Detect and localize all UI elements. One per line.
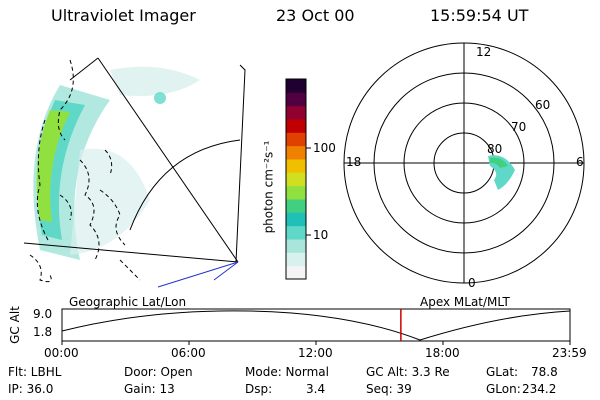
dsp-value: 3.4: [306, 382, 326, 396]
colorbar-band: [286, 119, 306, 133]
filter-info: Flt: LBHL: [8, 365, 62, 379]
colorbar-band: [286, 159, 306, 173]
colorbar-band: [286, 132, 306, 147]
colorbar-band: [286, 92, 306, 107]
glat-value: 78.8: [531, 365, 558, 379]
colorbar-band: [286, 185, 306, 200]
colorbar-band: [286, 145, 306, 160]
coastlines: [29, 59, 141, 283]
direction-line: [157, 261, 239, 288]
colorbar-band: [286, 79, 306, 93]
gc-alt-info: GC Alt: 3.3 Re: [366, 365, 450, 379]
colorbar-band: [286, 212, 306, 227]
colorbar-tick-10: 10: [313, 228, 329, 242]
timeline-x-tick-0: 00:00: [44, 346, 79, 360]
timeline-right-label: Apex MLat/MLT: [420, 295, 510, 309]
seq-info: Seq: 39: [366, 382, 412, 396]
dsp-label: Dsp:: [245, 382, 273, 396]
time-label: 15:59:54 UT: [430, 6, 529, 25]
instrument-title: Ultraviolet Imager: [51, 6, 196, 25]
ip-info: IP: 36.0: [8, 382, 54, 396]
colorbar-band: [286, 199, 306, 213]
color-bar: [285, 78, 311, 280]
colorbar-band: [286, 172, 306, 187]
colorbar-unit-label: photon cm⁻²s⁻¹: [261, 140, 276, 234]
colorbar-band: [286, 225, 306, 240]
mode-info: Mode: Normal: [245, 365, 329, 379]
map-grid: [23, 57, 246, 263]
timeline-y-tick-high: 9.0: [33, 307, 53, 321]
aurora-image: [33, 66, 200, 260]
colorbar-band: [286, 265, 306, 280]
polar-hour-0: 0: [468, 276, 476, 290]
polar-plot: [343, 42, 585, 284]
polar-lat-70: 70: [511, 120, 527, 134]
colorbar-tick-100: 100: [313, 141, 336, 155]
gain-info: Gain: 13: [124, 382, 175, 396]
polar-hour-18: 18: [346, 155, 362, 169]
timeline-y-title: GC Alt: [7, 306, 22, 344]
date-label: 23 Oct 00: [276, 6, 355, 25]
colorbar-band: [286, 239, 306, 253]
timeline-x-tick-2: 12:00: [298, 346, 333, 360]
timeline-plot: [61, 308, 571, 345]
polar-hour-12: 12: [476, 45, 492, 59]
colorbar-band: [286, 252, 306, 267]
colorbar-band: [286, 105, 306, 120]
polar-hour-6: 6: [576, 155, 584, 169]
polar-lat-60: 60: [535, 98, 551, 112]
door-info: Door: Open: [124, 365, 193, 379]
timeline-x-tick-1: 06:00: [171, 346, 206, 360]
timeline-y-tick-low: 1.8: [33, 325, 53, 339]
timeline-x-tick-3: 18:00: [425, 346, 460, 360]
polar-lat-80: 80: [487, 142, 503, 156]
timeline-left-label: Geographic Lat/Lon: [69, 295, 187, 309]
glat-label: GLat:: [486, 365, 519, 379]
glon-value: 234.2: [522, 382, 557, 396]
glon-label: GLon:: [486, 382, 521, 396]
timeline-x-tick-4: 23:59: [552, 346, 587, 360]
